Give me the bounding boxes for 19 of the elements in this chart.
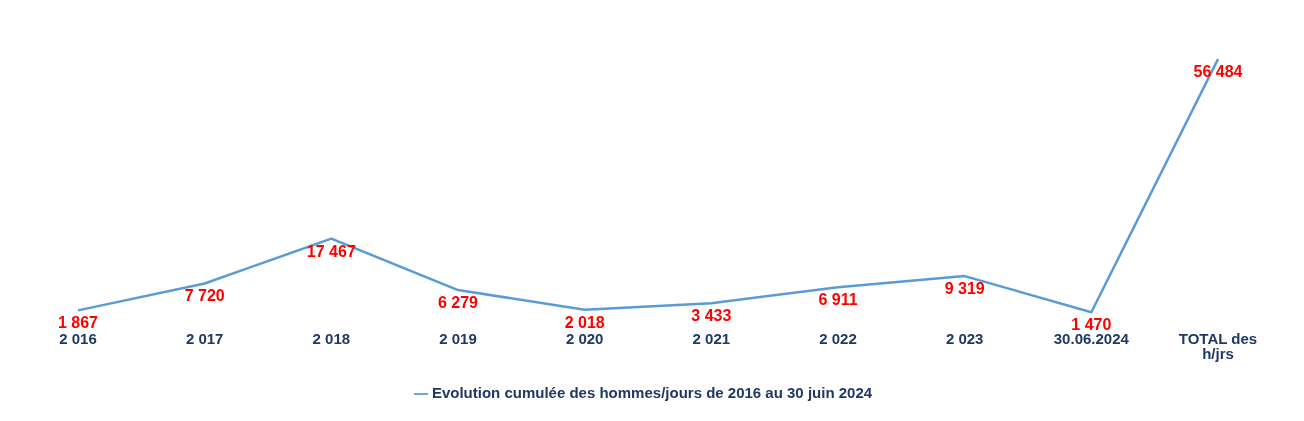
x-tick-label: 2 017 (185, 329, 224, 347)
x-tick-label: 2 023 (945, 329, 984, 347)
x-tick-label: TOTAL des h/jrs (1178, 329, 1258, 362)
data-label: 17 467 (306, 242, 356, 260)
data-label: 56 484 (1193, 63, 1243, 81)
data-label: 6 279 (437, 294, 479, 312)
legend-label: Evolution cumulée des hommes/jours de 2016 au 30 juin 2024 (431, 383, 873, 401)
data-label: 6 911 (818, 291, 858, 309)
x-tick-label: 2 018 (312, 329, 351, 347)
x-tick-label: 2 022 (819, 329, 857, 347)
x-tick-label: 2 016 (59, 329, 97, 347)
data-label: 7 720 (184, 287, 225, 305)
data-label: 1 867 (57, 314, 99, 332)
data-label: 9 319 (944, 280, 985, 298)
data-label: 2 018 (564, 313, 605, 331)
data-label: 3 433 (691, 307, 732, 325)
x-tick-label: 2 020 (565, 329, 604, 347)
x-tick-label: 2 019 (439, 329, 477, 347)
x-tick-label: 2 021 (692, 329, 731, 347)
